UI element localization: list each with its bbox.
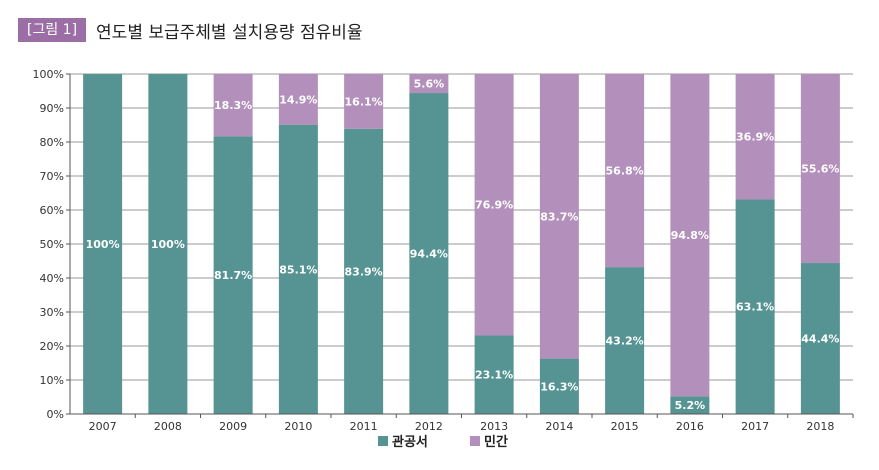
bar-segment	[539, 358, 579, 414]
x-tick-label: 2013	[480, 420, 508, 433]
data-label: 23.1%	[475, 369, 513, 382]
bar-segment	[344, 128, 384, 415]
bar-segment	[344, 74, 384, 129]
data-label: 14.9%	[279, 93, 317, 106]
y-tick-label: 20%	[40, 340, 64, 353]
data-label: 81.7%	[214, 269, 252, 282]
bar-segment	[670, 396, 710, 414]
x-tick-label: 2017	[741, 420, 769, 433]
data-label: 100%	[86, 238, 120, 251]
y-tick-label: 100%	[33, 68, 64, 81]
bar-segment	[148, 74, 188, 414]
y-tick-label: 40%	[40, 272, 64, 285]
data-label: 18.3%	[214, 99, 252, 112]
legend-label: 민간	[484, 434, 508, 450]
y-tick-label: 60%	[40, 204, 64, 217]
data-label: 5.6%	[414, 78, 445, 91]
bar-segment	[409, 74, 449, 94]
data-label: 36.9%	[736, 131, 774, 144]
x-tick-label: 2014	[545, 420, 573, 433]
bar-segment	[278, 124, 318, 414]
figure-title: 연도별 보급주체별 설치용량 점유비율	[96, 22, 363, 43]
data-label: 94.8%	[671, 229, 709, 242]
bar-segment	[539, 74, 579, 359]
data-label: 83.7%	[540, 210, 578, 223]
figure-label: [그림 1]	[18, 18, 87, 42]
legend-swatch	[378, 436, 388, 446]
x-tick-label: 2012	[415, 420, 443, 433]
x-tick-label: 2018	[806, 420, 834, 433]
x-tick-label: 2008	[154, 420, 182, 433]
legend-label: 관공서	[392, 434, 428, 450]
y-tick-label: 50%	[40, 238, 64, 251]
bar-segment	[605, 267, 645, 414]
x-tick-label: 2010	[284, 420, 312, 433]
bar-segment	[83, 74, 123, 414]
data-label: 83.9%	[345, 265, 383, 278]
legend-swatch	[470, 436, 480, 446]
y-tick-label: 80%	[40, 136, 64, 149]
bar-segment	[735, 199, 775, 414]
bar-segment	[474, 74, 514, 336]
x-tick-label: 2009	[219, 420, 247, 433]
data-label: 100%	[151, 238, 185, 251]
data-label: 76.9%	[475, 199, 513, 212]
bar-segment	[735, 74, 775, 200]
data-label: 43.2%	[606, 335, 644, 348]
bar-segment	[800, 74, 840, 264]
x-tick-label: 2016	[676, 420, 704, 433]
bar-segment	[278, 74, 318, 125]
data-label: 16.1%	[345, 95, 383, 108]
bar-segment	[605, 74, 645, 268]
data-label: 63.1%	[736, 301, 774, 314]
y-tick-label: 30%	[40, 306, 64, 319]
figure-header: [그림 1] 연도별 보급주체별 설치용량 점유비율	[18, 16, 363, 44]
x-tick-label: 2007	[89, 420, 117, 433]
data-label: 85.1%	[279, 263, 317, 276]
bars: 100% 100% 81.7% 18.3% 85.1% 14.9% 83.9% 16.1% 94…	[83, 74, 840, 415]
legend: 관공서 민간	[378, 434, 508, 450]
data-label: 55.6%	[801, 163, 839, 176]
axes: 0% 10% 20% 30% 40% 50% 60% 70% 80% 90% 100% 2007 200…	[33, 68, 854, 433]
data-label: 44.4%	[801, 333, 839, 346]
y-tick-label: 0%	[47, 408, 64, 421]
data-label: 16.3%	[540, 380, 578, 393]
data-label: 94.4%	[410, 248, 448, 261]
data-label: 56.8%	[606, 165, 644, 178]
bar-segment	[409, 93, 449, 414]
bar-segment	[800, 263, 840, 414]
bar-segment	[213, 74, 253, 137]
bar-segment	[213, 136, 253, 414]
y-tick-label: 70%	[40, 170, 64, 183]
x-tick-label: 2015	[611, 420, 639, 433]
bar-segment	[474, 335, 514, 414]
grid-lines	[70, 73, 853, 381]
data-label: 5.2%	[675, 399, 706, 412]
x-tick-label: 2011	[350, 420, 378, 433]
y-tick-label: 90%	[40, 102, 64, 115]
y-tick-label: 10%	[40, 374, 64, 387]
bar-segment	[670, 74, 710, 397]
